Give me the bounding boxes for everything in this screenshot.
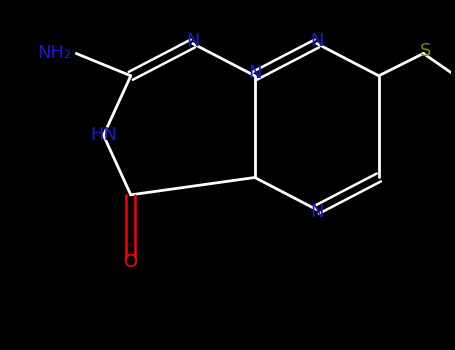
Text: NH₂: NH₂ — [37, 44, 71, 62]
Text: S: S — [420, 42, 432, 60]
Text: N: N — [310, 203, 324, 221]
Text: HN: HN — [90, 126, 117, 144]
Text: O: O — [124, 253, 138, 271]
Text: N: N — [186, 32, 200, 50]
Text: N: N — [310, 32, 324, 50]
Text: N: N — [248, 64, 262, 82]
